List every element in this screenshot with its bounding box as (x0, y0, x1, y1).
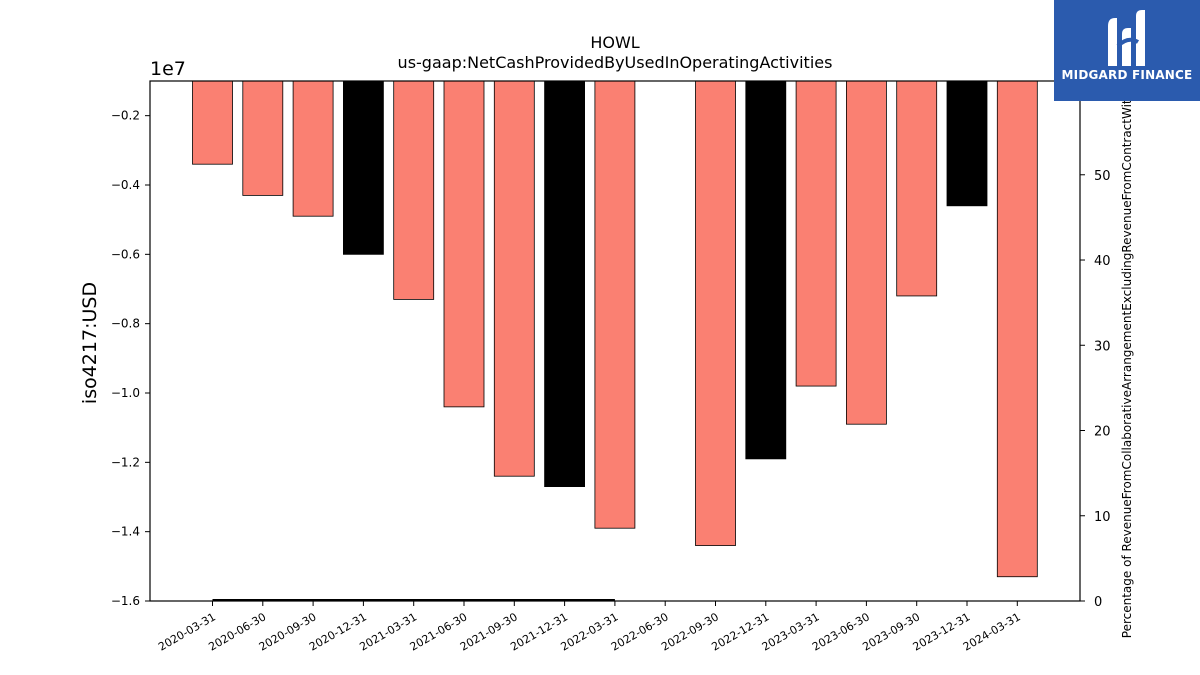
y-tick-label: −1.2 (111, 455, 140, 469)
bar-2023-06-30 (846, 80, 887, 425)
bar-2022-09-30 (695, 80, 736, 546)
bar-2020-03-31 (192, 80, 233, 165)
y2-tick-label: 20 (1094, 425, 1111, 440)
y-tick-label: −0.4 (111, 178, 140, 192)
y-tick-label: −0.6 (111, 247, 140, 261)
plot-frame (149, 80, 1081, 602)
bar-2023-12-31 (946, 80, 988, 207)
x-axis-ticks: 2020-03-312020-06-302020-09-302020-12-31… (156, 601, 1023, 654)
bar-2021-12-31 (544, 80, 585, 488)
brand-name: MIDGARD FINANCE (1061, 68, 1193, 82)
bar-2020-12-31 (342, 80, 384, 255)
y2-tick-label: 30 (1094, 339, 1111, 354)
y-offset-label: 1e7 (150, 58, 186, 80)
bar-2020-09-30 (292, 80, 334, 217)
y-tick-label: −0.8 (111, 317, 140, 331)
y2-axis-label: Percentage of RevenueFromCollaborativeAr… (1120, 92, 1134, 638)
midgard-finance-logo: MIDGARD FINANCE (1054, 0, 1200, 101)
chart-title: HOWL (590, 33, 639, 52)
y-tick-label: −1.4 (111, 525, 140, 539)
y-axis-ticks: −0.2 −0.4 −0.6 −0.8 −1.0 −1.2 −1.4 −1.6 (111, 109, 150, 608)
x-tick-label: 2024-03-31 (961, 610, 1023, 653)
bar-2023-09-30 (896, 80, 938, 297)
bar-2021-06-30 (443, 80, 485, 408)
y-tick-label: −0.2 (111, 109, 140, 123)
y-axis-label: iso4217:USD (79, 282, 101, 404)
y2-tick-label: 40 (1094, 254, 1111, 269)
bar-2024-03-31 (996, 80, 1038, 578)
bars-layer (192, 80, 1038, 578)
y2-tick-label: 0 (1094, 595, 1102, 610)
y2-tick-label: 10 (1094, 510, 1111, 525)
chart-subtitle: us-gaap:NetCashProvidedByUsedInOperating… (398, 53, 833, 72)
bar-2021-09-30 (493, 80, 535, 477)
bar-2022-12-31 (745, 80, 787, 460)
y-tick-label: −1.6 (111, 594, 140, 608)
bar-2022-03-31 (594, 80, 636, 529)
y2-axis-ticks: 0 10 20 30 40 50 (1080, 169, 1111, 610)
y-tick-label: −1.0 (111, 386, 140, 400)
bar-2020-06-30 (242, 80, 284, 196)
bar-2021-03-31 (393, 80, 435, 300)
bar-2023-03-31 (795, 80, 837, 387)
y2-tick-label: 50 (1094, 169, 1111, 184)
midgard-logo-icon (1108, 10, 1145, 66)
